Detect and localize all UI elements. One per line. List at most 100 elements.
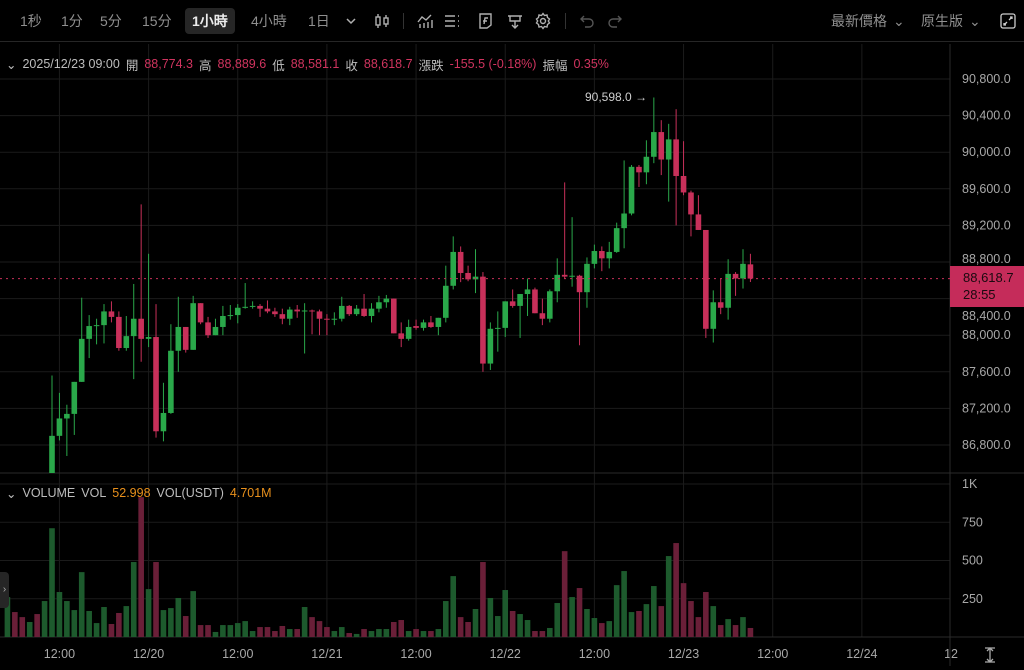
candle-body bbox=[130, 318, 137, 337]
volume-bar bbox=[480, 562, 486, 637]
redo-icon[interactable] bbox=[603, 9, 627, 33]
ohlc-legend: ⌄ 2025/12/23 09:00 開 88,774.3 高 88,889.6 低… bbox=[6, 55, 609, 73]
price-type-dropdown[interactable]: 最新價格 ⌄ bbox=[824, 8, 912, 34]
candle-body bbox=[182, 326, 189, 350]
collapse-chevron-icon[interactable]: ⌄ bbox=[6, 486, 17, 501]
drawing-icon[interactable] bbox=[473, 9, 497, 33]
volume-bar bbox=[12, 612, 18, 637]
volume-bar bbox=[420, 631, 427, 637]
volume-bar bbox=[405, 631, 412, 637]
replay-icon[interactable] bbox=[503, 9, 527, 33]
volume-bar bbox=[673, 543, 679, 637]
price-tick-label: 87,200.0 bbox=[962, 401, 1011, 415]
auto-scale-icon[interactable] bbox=[980, 645, 1000, 665]
candle-body bbox=[717, 302, 724, 308]
interval-4h[interactable]: 4小時 bbox=[251, 13, 287, 29]
candle-body bbox=[643, 156, 650, 173]
time-tick-label: 12:00 bbox=[757, 647, 788, 661]
candle-body bbox=[49, 435, 55, 473]
volume-bar bbox=[710, 606, 717, 637]
version-dropdown[interactable]: 原生版 ⌄ bbox=[914, 8, 988, 34]
candle-body bbox=[747, 264, 754, 279]
candle-body bbox=[361, 308, 367, 316]
version-label: 原生版 bbox=[921, 13, 963, 29]
candlestick-icon[interactable] bbox=[370, 9, 394, 33]
candle-body bbox=[636, 166, 642, 173]
volume-bar bbox=[145, 589, 152, 637]
chevron-down-icon[interactable] bbox=[339, 9, 363, 33]
vol-usdt-label: VOL(USDT) bbox=[156, 486, 224, 500]
interval-5m[interactable]: 5分 bbox=[100, 13, 122, 29]
volume-bar bbox=[212, 631, 219, 637]
candle-body bbox=[309, 310, 315, 312]
volume-bar bbox=[725, 619, 731, 637]
candle-body bbox=[249, 305, 256, 307]
candle-body bbox=[368, 308, 375, 316]
volume-bar bbox=[487, 597, 494, 637]
expand-panel-handle[interactable]: › bbox=[0, 572, 9, 608]
volume-bar bbox=[376, 629, 382, 637]
time-tick-label: 12:00 bbox=[44, 647, 75, 661]
candle-body bbox=[220, 315, 226, 327]
close-label: 收 bbox=[345, 58, 358, 73]
volume-bar bbox=[227, 625, 234, 637]
interval-1d[interactable]: 1日 bbox=[308, 13, 330, 29]
change-value: -155.5 (-0.18%) bbox=[449, 57, 537, 71]
candle-body bbox=[509, 301, 516, 306]
indicators-icon[interactable] bbox=[413, 9, 437, 33]
candle-body bbox=[286, 309, 293, 319]
volume-bar bbox=[346, 633, 352, 637]
candle-body bbox=[695, 214, 702, 230]
volume-bar bbox=[249, 631, 256, 637]
open-label: 開 bbox=[125, 58, 139, 73]
vol-usdt-value: 4.701M bbox=[229, 486, 272, 500]
candle-body bbox=[64, 413, 70, 419]
volume-bar bbox=[197, 625, 204, 637]
price-tick-label: 90,400.0 bbox=[962, 109, 1011, 123]
volume-bar bbox=[524, 620, 531, 637]
gear-icon[interactable] bbox=[531, 9, 555, 33]
interval-1m[interactable]: 1分 bbox=[61, 13, 83, 29]
candle-body bbox=[116, 316, 122, 349]
list-icon[interactable] bbox=[440, 9, 464, 33]
candle-body bbox=[398, 333, 405, 339]
volume-tick-label: 500 bbox=[962, 554, 983, 568]
undo-icon[interactable] bbox=[575, 9, 599, 33]
candle-body bbox=[86, 326, 92, 339]
volume-bar bbox=[413, 629, 419, 637]
candle-body bbox=[688, 192, 694, 215]
volume-bar bbox=[435, 629, 442, 637]
interval-1s[interactable]: 1秒 bbox=[20, 13, 42, 29]
interval-1h[interactable]: 1小時 bbox=[185, 8, 235, 34]
volume-bar bbox=[160, 610, 167, 637]
volume-bar bbox=[101, 607, 107, 637]
candle-body bbox=[301, 310, 308, 312]
interval-15m[interactable]: 15分 bbox=[142, 13, 172, 29]
volume-bar bbox=[78, 572, 85, 637]
volume-bar bbox=[517, 614, 523, 637]
volume-bar bbox=[93, 623, 100, 637]
volume-bar bbox=[532, 631, 538, 637]
candle-body bbox=[651, 132, 657, 157]
fullscreen-icon[interactable] bbox=[996, 9, 1020, 33]
amplitude-label: 振幅 bbox=[542, 58, 568, 73]
change-label: 漲跌 bbox=[418, 58, 444, 73]
volume-bar bbox=[175, 597, 182, 637]
volume-bar bbox=[547, 627, 553, 637]
divider bbox=[565, 13, 566, 29]
candle-body bbox=[168, 350, 174, 413]
open-value: 88,774.3 bbox=[144, 57, 193, 71]
volume-bar bbox=[294, 629, 300, 637]
candle-body bbox=[153, 337, 159, 432]
current-price-tag: 88,618.7 28:55 bbox=[950, 266, 1024, 307]
candle-body bbox=[353, 308, 360, 315]
volume-bar bbox=[554, 603, 561, 637]
volume-bar bbox=[324, 627, 330, 637]
candle-body bbox=[346, 305, 352, 315]
collapse-chevron-icon[interactable]: ⌄ bbox=[6, 57, 17, 72]
volume-bar bbox=[4, 597, 11, 637]
volume-bar bbox=[338, 627, 345, 637]
volume-bar bbox=[86, 610, 92, 637]
volume-bar bbox=[123, 606, 130, 637]
